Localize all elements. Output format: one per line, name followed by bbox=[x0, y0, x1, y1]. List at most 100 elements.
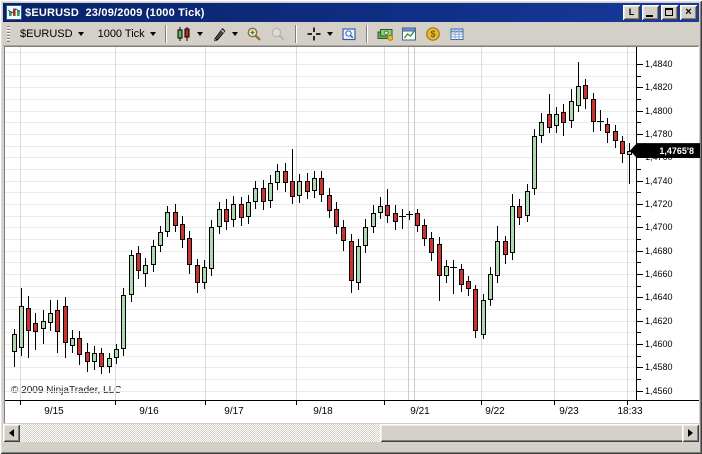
grid-line-h bbox=[5, 239, 636, 241]
price-axis-label: 1,4800 bbox=[645, 105, 673, 116]
candle-wick bbox=[599, 109, 601, 131]
candle-body bbox=[106, 358, 112, 368]
price-axis[interactable]: 1,48401,48201,48001,47801,47601,47401,47… bbox=[636, 47, 699, 400]
grid-line-session bbox=[20, 47, 21, 400]
chevron-down-icon bbox=[326, 32, 333, 36]
grid-line-h bbox=[5, 145, 636, 147]
candle-body bbox=[136, 253, 142, 271]
candle-body bbox=[517, 206, 523, 218]
price-axis-tick bbox=[637, 134, 643, 135]
horizontal-scrollbar[interactable] bbox=[3, 424, 699, 442]
chart-style-button[interactable] bbox=[173, 24, 206, 44]
candle-body bbox=[282, 171, 288, 183]
candle-body bbox=[568, 101, 574, 122]
minimize-button[interactable] bbox=[642, 5, 659, 20]
instrument-selector[interactable]: $EURUSD bbox=[16, 24, 88, 44]
scroll-right-button[interactable] bbox=[682, 424, 699, 442]
time-axis-tick bbox=[627, 401, 628, 405]
grid-line-session bbox=[554, 47, 555, 400]
grid-line-h bbox=[5, 110, 636, 112]
grid-line-h bbox=[5, 285, 636, 287]
toolbar-separator bbox=[365, 24, 368, 43]
grid-line-session bbox=[627, 47, 628, 400]
price-axis-tick bbox=[637, 180, 643, 182]
candle-wick bbox=[401, 208, 403, 229]
time-axis-label: 9/16 bbox=[139, 406, 159, 417]
title-bar[interactable]: $EURUSD 23/09/2009 (1000 Tick) L × bbox=[3, 3, 699, 22]
candle-body bbox=[187, 237, 193, 265]
candle-body bbox=[326, 194, 332, 211]
zoom-out-icon bbox=[271, 27, 285, 41]
grid-line-h bbox=[5, 355, 636, 357]
mini-chart-icon bbox=[401, 27, 416, 40]
time-axis-label: 9/22 bbox=[485, 406, 505, 417]
account-data-button[interactable] bbox=[374, 24, 396, 44]
zoom-in-button[interactable] bbox=[243, 24, 265, 44]
plot-area[interactable]: © 2009 NinjaTrader, LLC bbox=[5, 47, 636, 400]
candle-body bbox=[77, 338, 83, 355]
candle-body bbox=[268, 183, 274, 201]
time-axis-label: 9/15 bbox=[44, 406, 64, 417]
maximize-button[interactable] bbox=[661, 5, 678, 20]
market-analyzer-button[interactable] bbox=[446, 24, 468, 44]
candle-body bbox=[231, 204, 237, 221]
time-axis[interactable]: 9/15 9/16 9/17 9/18 9/21 9/22 9/23 18:33 bbox=[5, 400, 699, 423]
account-performance-button[interactable]: $ bbox=[422, 24, 444, 44]
grid-line-h bbox=[5, 390, 636, 392]
toolbar-grip-handle[interactable] bbox=[7, 25, 10, 42]
candle-body bbox=[33, 323, 39, 333]
candle-body bbox=[341, 227, 347, 242]
candle-body bbox=[62, 305, 68, 343]
grid-line-session bbox=[481, 47, 482, 400]
interval-selector[interactable]: 1000 Tick bbox=[94, 24, 160, 44]
price-axis-tick bbox=[637, 332, 641, 334]
scrollbar-thumb[interactable] bbox=[380, 424, 684, 442]
price-axis-tick bbox=[637, 320, 643, 322]
cursor-mode-button[interactable] bbox=[303, 24, 336, 44]
drawing-tools-button[interactable] bbox=[208, 24, 241, 44]
candle-body bbox=[524, 191, 530, 216]
app-chart-icon bbox=[6, 5, 22, 20]
candle-body bbox=[238, 204, 244, 219]
arrow-right-icon bbox=[688, 429, 693, 437]
candle-wick bbox=[548, 94, 550, 133]
grid-line-h bbox=[5, 379, 636, 381]
data-box-button[interactable] bbox=[338, 24, 360, 44]
candle-body bbox=[48, 312, 54, 324]
close-button[interactable]: × bbox=[680, 5, 697, 20]
candle-body bbox=[172, 212, 178, 227]
candle-body bbox=[194, 264, 200, 284]
price-axis-label: 1,4780 bbox=[645, 129, 673, 139]
grid-line-h bbox=[5, 332, 636, 334]
grid-line-h bbox=[5, 274, 636, 276]
price-axis-label: 1,4700 bbox=[645, 222, 673, 233]
candle-body bbox=[334, 208, 340, 228]
candle-body bbox=[378, 206, 383, 214]
candle-body bbox=[605, 123, 611, 133]
candle-body bbox=[297, 180, 303, 196]
candle-body bbox=[99, 353, 105, 368]
candle-doji bbox=[398, 216, 406, 218]
candle-body bbox=[26, 307, 32, 332]
price-axis-tick bbox=[637, 250, 643, 252]
instrument-label: $EURUSD bbox=[20, 27, 73, 40]
price-axis-label: 1,4680 bbox=[645, 245, 673, 256]
grid-line-h bbox=[5, 227, 636, 229]
price-axis-tick bbox=[637, 355, 641, 357]
copyright-text: © 2009 NinjaTrader, LLC bbox=[11, 385, 122, 396]
link-button[interactable]: L bbox=[623, 5, 640, 20]
candle-body bbox=[575, 86, 581, 106]
grid-line-session bbox=[205, 47, 206, 400]
chevron-down-icon bbox=[149, 32, 156, 36]
price-axis-tick bbox=[637, 87, 643, 89]
price-axis-label: 1,4580 bbox=[645, 362, 673, 373]
candle-body bbox=[143, 264, 149, 275]
scroll-left-button[interactable] bbox=[3, 424, 20, 442]
price-axis-label: 1,4720 bbox=[645, 199, 673, 210]
zoom-out-button[interactable] bbox=[267, 24, 289, 44]
candle-body bbox=[421, 225, 427, 240]
new-chart-button[interactable] bbox=[398, 24, 420, 44]
grid-table-icon bbox=[450, 28, 464, 40]
time-axis-tick bbox=[481, 401, 482, 405]
time-axis-tick bbox=[554, 401, 555, 405]
